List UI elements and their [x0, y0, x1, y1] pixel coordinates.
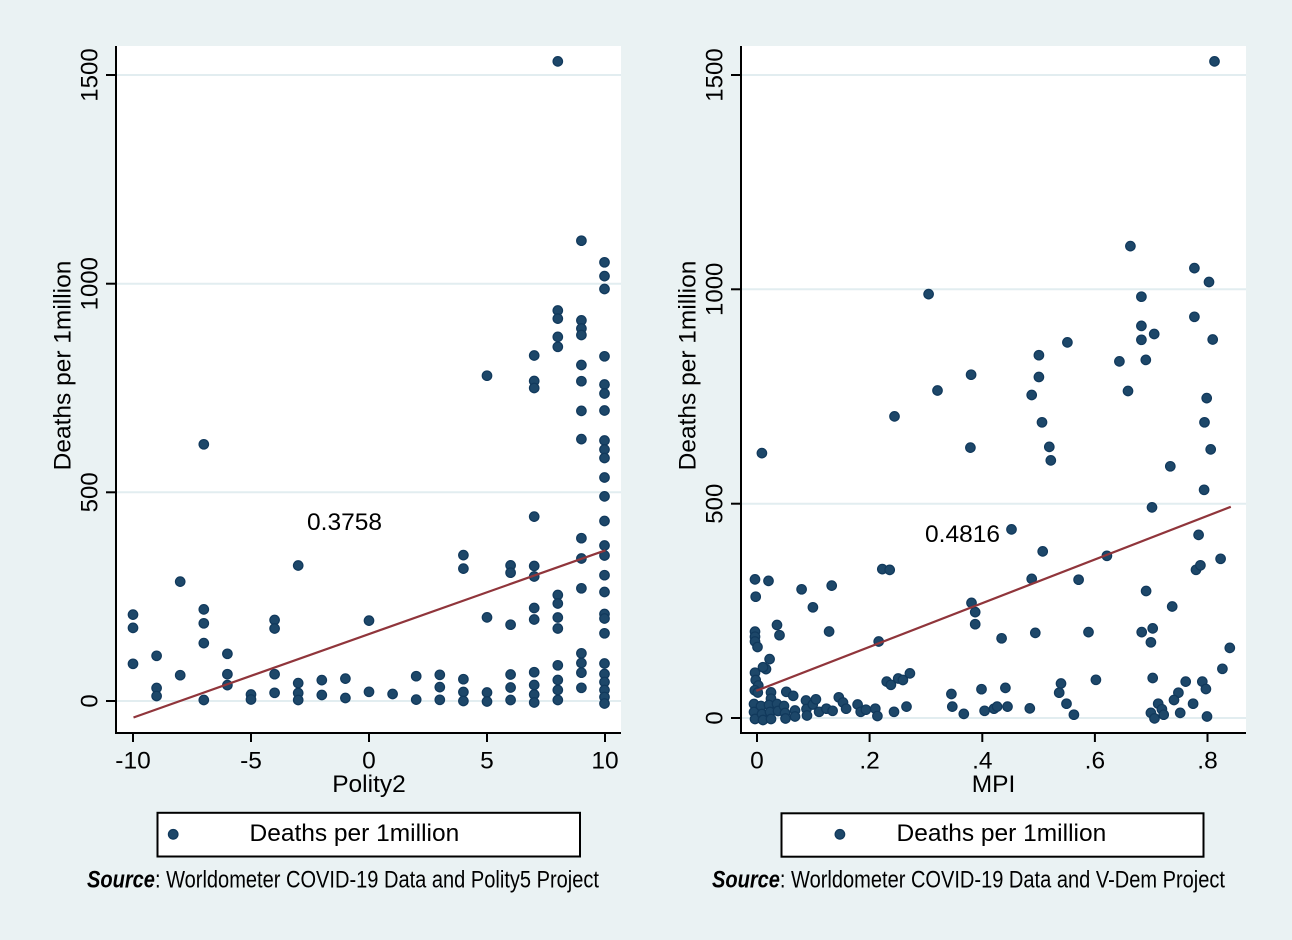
svg-text:Source: Worldometer COVID-19 D: Source: Worldometer COVID-19 Data and V-… [712, 867, 1225, 894]
svg-text:Deaths per 1million: Deaths per 1million [250, 820, 460, 847]
svg-text:MPI: MPI [972, 771, 1016, 798]
svg-text:.6: .6 [1085, 748, 1105, 775]
svg-text:0: 0 [77, 694, 104, 707]
svg-text:500: 500 [702, 484, 729, 524]
svg-text:0: 0 [362, 748, 376, 775]
svg-text:Deaths per 1million: Deaths per 1million [49, 261, 76, 471]
svg-text:1000: 1000 [702, 263, 729, 316]
svg-text:-10: -10 [115, 748, 150, 775]
svg-text:1500: 1500 [702, 48, 729, 101]
svg-text:0.3758: 0.3758 [307, 509, 382, 536]
svg-text:0.4816: 0.4816 [925, 521, 1000, 548]
svg-text:Deaths per 1million: Deaths per 1million [897, 820, 1107, 847]
svg-text:500: 500 [77, 472, 104, 512]
svg-text:0: 0 [750, 748, 764, 775]
svg-text:10: 10 [591, 748, 618, 775]
svg-text:5: 5 [480, 748, 494, 775]
svg-text:Polity2: Polity2 [332, 771, 406, 798]
svg-text:.4: .4 [972, 748, 992, 775]
svg-text:.8: .8 [1197, 748, 1217, 775]
svg-text:Source: Worldometer COVID-19 D: Source: Worldometer COVID-19 Data and Po… [87, 867, 599, 894]
svg-text:-5: -5 [240, 748, 262, 775]
svg-text:.2: .2 [859, 748, 879, 775]
svg-text:1000: 1000 [77, 257, 104, 310]
svg-text:1500: 1500 [77, 48, 104, 101]
svg-text:0: 0 [702, 711, 729, 724]
svg-text:Deaths per 1million: Deaths per 1million [674, 261, 701, 471]
